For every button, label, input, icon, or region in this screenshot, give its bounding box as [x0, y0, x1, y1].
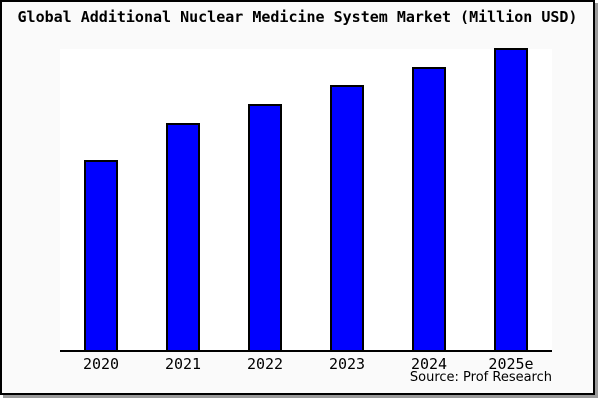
x-tick-label-2023: 2023	[328, 355, 366, 373]
x-tick-label-2022: 2022	[246, 355, 284, 373]
bar-2023	[330, 85, 364, 350]
bar-2021	[166, 123, 200, 350]
bar-2025e	[494, 48, 528, 350]
chart-frame: Global Additional Nuclear Medicine Syste…	[0, 0, 595, 395]
bar-2022	[248, 104, 282, 350]
x-tick-label-2020: 2020	[82, 355, 120, 373]
bar-2024	[412, 67, 446, 350]
x-tick-label-2021: 2021	[164, 355, 202, 373]
x-tick-label-2024: 2024	[410, 355, 448, 373]
x-tick-label-2025e: 2025e	[488, 355, 534, 373]
plot-area	[60, 48, 552, 352]
chart-title: Global Additional Nuclear Medicine Syste…	[17, 8, 578, 26]
source-note: Source: Prof Research	[409, 370, 552, 385]
x-axis-labels: 2020 2021 2022 2023 2024 2025e	[60, 355, 552, 373]
bar-2020	[84, 160, 118, 350]
